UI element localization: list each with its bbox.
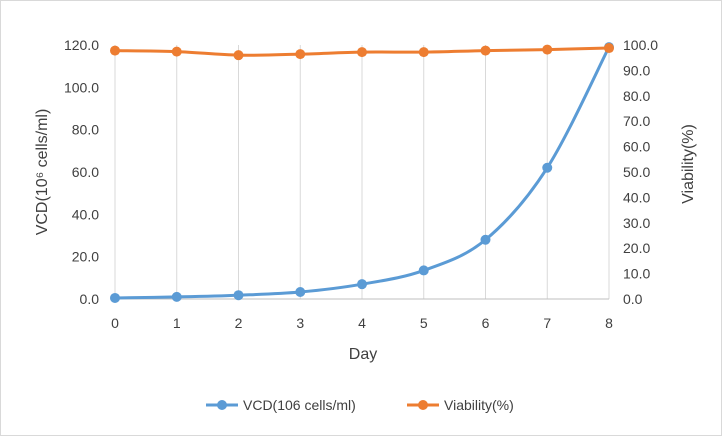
data-point-viability-day-0	[110, 45, 120, 56]
y2-tick-label: 20.0	[623, 240, 650, 256]
data-point-viability-day-8	[604, 43, 614, 54]
data-point-viability-day-7	[542, 44, 553, 55]
series	[110, 42, 614, 303]
y-tick-label: 0.0	[80, 291, 100, 307]
y-tick-label: 100.0	[64, 79, 99, 95]
gridlines	[114, 45, 610, 299]
x-tick-label: 6	[482, 315, 490, 331]
y-tick-label: 60.0	[72, 164, 99, 180]
legend-marker-viability	[418, 400, 428, 410]
legend-label-vcd: VCD(106 cells/ml)	[243, 397, 356, 413]
y2-tick-label: 60.0	[623, 139, 650, 155]
y-axis-title: VCD(10⁶ cells/ml)	[34, 109, 51, 236]
y2-tick-label: 40.0	[623, 189, 650, 205]
y2-tick-label: 10.0	[623, 266, 650, 282]
y-tick-label: 20.0	[72, 249, 99, 265]
data-point-vcd-day-0	[110, 292, 120, 303]
data-point-viability-day-5	[418, 47, 429, 58]
y2-axis-title: Viability(%)	[680, 124, 697, 204]
y2-tick-label: 50.0	[623, 164, 650, 180]
data-point-viability-day-4	[357, 47, 367, 58]
data-point-viability-day-3	[295, 49, 306, 60]
data-point-viability-day-6	[480, 45, 491, 56]
legend-item-viability: Viability(%)	[407, 397, 514, 413]
x-tick-label: 3	[296, 315, 304, 331]
y2-tick-label: 100.0	[623, 37, 658, 53]
x-axis-title: Day	[349, 346, 377, 363]
x-tick-label: 4	[358, 315, 366, 331]
tick-labels: 0 1 2 3 4 5 6 7 80.020.040.060.080.0100.0120.00.…	[64, 37, 658, 331]
x-tick-label: 1	[173, 315, 181, 331]
data-point-vcd-day-5	[418, 265, 429, 276]
y2-tick-label: 70.0	[623, 113, 650, 129]
data-point-vcd-day-2	[233, 290, 244, 301]
y2-tick-label: 0.0	[623, 291, 643, 307]
x-tick-label: 8	[605, 315, 613, 331]
legend-marker-vcd	[217, 400, 227, 410]
data-point-vcd-day-6	[480, 234, 491, 245]
legend-item-vcd: VCD(106 cells/ml)	[206, 397, 356, 413]
y-tick-label: 120.0	[64, 37, 99, 53]
data-point-vcd-day-3	[295, 287, 306, 298]
x-tick-label: 7	[543, 315, 551, 331]
legend-label-viability: Viability(%)	[444, 397, 514, 413]
data-point-vcd-day-1	[171, 291, 182, 302]
y-tick-label: 40.0	[72, 206, 99, 222]
y2-tick-label: 80.0	[623, 88, 650, 104]
x-tick-label: 0	[111, 315, 119, 331]
data-point-viability-day-1	[171, 46, 182, 57]
data-point-vcd-day-4	[357, 279, 367, 290]
legend: VCD(106 cells/ml) Viability(%)	[206, 397, 514, 413]
y2-tick-label: 90.0	[623, 62, 650, 78]
x-tick-label: 2	[235, 315, 243, 331]
x-tick-label: 5	[420, 315, 428, 331]
y-tick-label: 80.0	[72, 122, 99, 138]
y2-tick-label: 30.0	[623, 215, 650, 231]
data-point-viability-day-2	[233, 50, 244, 61]
data-point-vcd-day-7	[542, 162, 553, 173]
